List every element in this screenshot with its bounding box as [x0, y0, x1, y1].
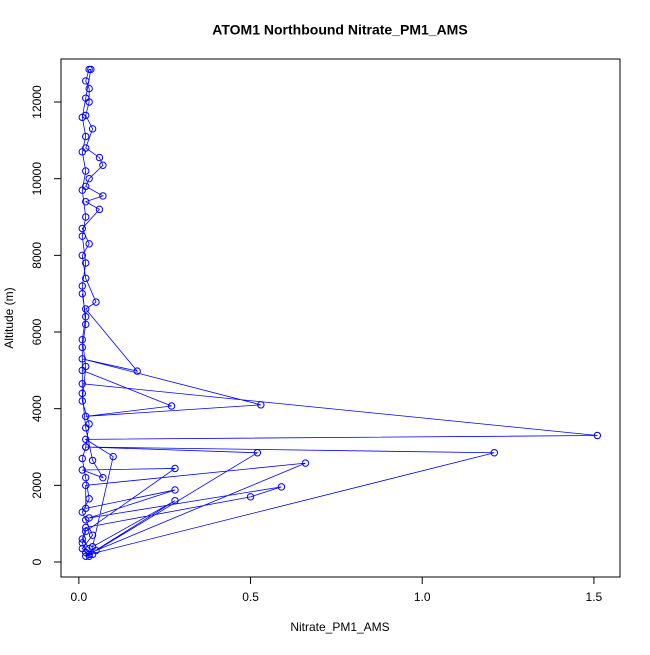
x-tick-label: 0.5	[242, 590, 259, 604]
data-point	[78, 380, 86, 388]
data-point	[85, 84, 93, 93]
data-point	[82, 305, 90, 313]
data-point	[87, 65, 95, 74]
data-point	[82, 362, 90, 371]
y-tick-label: 8000	[30, 242, 44, 269]
data-point	[78, 251, 86, 260]
data-point	[99, 473, 107, 482]
data-point	[82, 320, 90, 329]
data-point	[85, 240, 93, 248]
data-point	[88, 456, 97, 465]
y-tick-label: 10000	[30, 162, 44, 196]
data-point	[109, 452, 117, 461]
data-point	[78, 289, 86, 298]
data-point	[82, 167, 90, 175]
x-tick-label: 1.5	[586, 590, 603, 604]
data-point	[133, 367, 141, 375]
data-point	[82, 213, 90, 221]
data-point	[78, 466, 86, 474]
y-tick-label: 6000	[30, 318, 44, 345]
data-point	[85, 420, 93, 428]
data-point	[301, 459, 310, 467]
data-point	[99, 192, 107, 200]
data-point	[82, 516, 90, 524]
data-point	[95, 153, 104, 162]
y-tick-label: 0	[30, 558, 44, 565]
data-point	[92, 298, 100, 306]
data-point	[78, 232, 86, 240]
data-point	[171, 486, 179, 494]
y-tick-label: 2000	[30, 472, 44, 499]
data-point	[78, 544, 86, 553]
data-point	[82, 473, 90, 482]
data-point	[78, 148, 86, 156]
data-point	[246, 493, 255, 501]
x-tick-label: 1.0	[414, 590, 431, 604]
data-point	[88, 531, 97, 539]
data-point	[78, 397, 86, 405]
data-point	[88, 542, 97, 551]
data-point	[78, 508, 86, 516]
data-point	[253, 449, 262, 457]
data-point	[171, 464, 179, 473]
data-point	[88, 125, 97, 133]
data-point	[82, 443, 90, 451]
plot-frame	[60, 58, 621, 578]
data-point	[82, 523, 90, 532]
data-point	[78, 355, 86, 363]
chart-title: ATOM1 Northbound Nitrate_PM1_AMS	[212, 22, 467, 38]
data-point	[82, 259, 90, 267]
y-tick-label: 4000	[30, 395, 44, 422]
data-point	[78, 454, 86, 463]
data-point	[82, 77, 90, 85]
data-point	[593, 431, 602, 440]
data-point	[78, 343, 86, 352]
data-point	[78, 535, 86, 543]
data-point	[82, 527, 90, 536]
data-point	[171, 496, 179, 505]
data-point	[85, 174, 93, 183]
data-point	[85, 495, 93, 503]
x-axis-label: Nitrate_PM1_AMS	[290, 620, 389, 634]
data-point	[85, 552, 93, 560]
data-point	[78, 539, 86, 547]
data-point	[78, 186, 86, 194]
data-point	[257, 401, 265, 409]
data-point	[82, 94, 90, 102]
data-point	[78, 335, 86, 344]
data-point	[82, 435, 90, 444]
data-point	[95, 205, 104, 214]
data-point	[167, 402, 176, 410]
data-point	[82, 132, 90, 141]
data-point	[78, 113, 86, 122]
x-tick-label: 0.0	[71, 590, 88, 604]
y-axis-label: Altitude (m)	[2, 287, 16, 348]
data-point	[82, 412, 90, 421]
data-point	[490, 449, 499, 457]
data-point	[277, 483, 286, 491]
y-tick-label: 12000	[30, 85, 44, 119]
data-point	[99, 161, 107, 169]
data-point	[82, 312, 90, 321]
data-point	[78, 389, 86, 398]
data-point	[82, 481, 90, 490]
data-point	[78, 224, 86, 233]
data-point	[82, 197, 90, 206]
data-point	[82, 274, 90, 283]
data-point	[78, 282, 86, 290]
